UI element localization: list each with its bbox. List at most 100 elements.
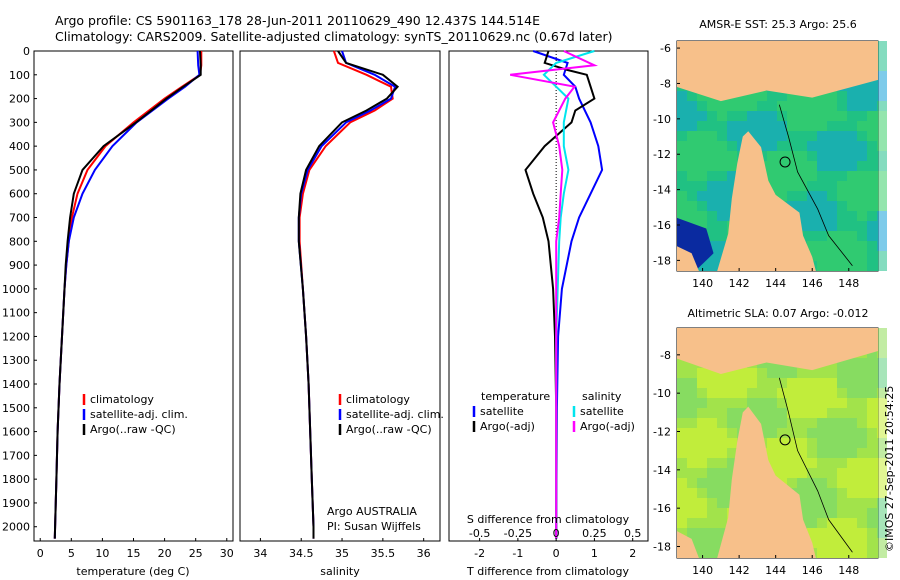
heat-cell bbox=[707, 161, 717, 171]
imos-stamp: ©IMOS 27-Sep-2011 20:54:25 bbox=[883, 386, 896, 552]
heat-cell bbox=[697, 368, 707, 378]
heat-cell bbox=[807, 458, 817, 468]
heat-cell bbox=[857, 181, 867, 191]
heat-cell bbox=[707, 498, 717, 508]
heat-cell bbox=[747, 378, 757, 388]
heat-cell bbox=[767, 378, 777, 388]
heat-cell bbox=[797, 428, 807, 438]
heat-cell bbox=[857, 131, 867, 141]
heat-cell bbox=[817, 121, 827, 131]
heat-cell bbox=[867, 368, 877, 378]
heat-cell bbox=[747, 121, 757, 131]
heat-cell bbox=[807, 518, 817, 528]
series-line-argo bbox=[53, 50, 202, 539]
heat-cell bbox=[777, 191, 787, 201]
x-tick-label: 35 bbox=[335, 547, 349, 560]
sla-map-title: Altimetric SLA: 0.07 Argo: -0.012 bbox=[688, 307, 869, 320]
heat-cell bbox=[707, 151, 717, 161]
heat-cell bbox=[827, 368, 837, 378]
heat-cell bbox=[847, 181, 857, 191]
x-tick-label: 10 bbox=[95, 547, 109, 560]
png-land bbox=[677, 41, 878, 102]
heat-cell bbox=[807, 428, 817, 438]
png-land bbox=[677, 328, 878, 374]
heat-cell bbox=[877, 231, 887, 241]
heat-cell bbox=[677, 478, 687, 488]
heat-cell bbox=[807, 418, 817, 428]
depth-tick-label: 1900 bbox=[2, 497, 30, 510]
heat-cell bbox=[707, 261, 717, 271]
heat-cell bbox=[877, 261, 887, 271]
heat-cell bbox=[867, 131, 877, 141]
depth-tick-label: 800 bbox=[9, 235, 30, 248]
top-x-tick-label: -0.25 bbox=[504, 527, 532, 540]
sst-map-heatmap bbox=[677, 41, 887, 271]
heat-cell bbox=[777, 408, 787, 418]
heat-cell bbox=[747, 398, 757, 408]
heat-cell bbox=[877, 328, 887, 338]
heat-cell bbox=[807, 141, 817, 151]
heat-cell bbox=[787, 408, 797, 418]
depth-tick-label: 1800 bbox=[2, 473, 30, 486]
heat-cell bbox=[827, 418, 837, 428]
heat-cell bbox=[857, 488, 867, 498]
heat-cell bbox=[847, 438, 857, 448]
heat-cell bbox=[847, 508, 857, 518]
heat-cell bbox=[877, 171, 887, 181]
map-y-tick-label: -14 bbox=[653, 184, 671, 197]
heat-cell bbox=[857, 101, 867, 111]
heat-cell bbox=[717, 438, 727, 448]
heat-cell bbox=[677, 378, 687, 388]
heat-cell bbox=[857, 201, 867, 211]
heat-cell bbox=[717, 458, 727, 468]
gulf-land bbox=[677, 246, 699, 271]
heat-cell bbox=[837, 378, 847, 388]
heat-cell bbox=[677, 181, 687, 191]
heat-cell bbox=[697, 498, 707, 508]
heat-cell bbox=[817, 468, 827, 478]
heat-cell bbox=[857, 231, 867, 241]
heat-cell bbox=[857, 538, 867, 548]
heat-cell bbox=[777, 438, 787, 448]
heat-cell bbox=[857, 261, 867, 271]
heat-cell bbox=[797, 458, 807, 468]
heat-cell bbox=[877, 548, 887, 558]
map-y-tick-label: -6 bbox=[660, 42, 671, 55]
heat-cell bbox=[837, 91, 847, 101]
heat-cell bbox=[807, 448, 817, 458]
heat-cell bbox=[837, 548, 847, 558]
heat-cell bbox=[817, 488, 827, 498]
heat-cell bbox=[827, 378, 837, 388]
heat-cell bbox=[827, 91, 837, 101]
heat-cell bbox=[857, 111, 867, 121]
temperature-legend: climatology satellite-adj. clim. Argo(..ra… bbox=[82, 393, 188, 436]
heat-cell bbox=[847, 538, 857, 548]
heat-cell bbox=[697, 378, 707, 388]
sla-map-axes: 140 142 144 146 148 -8 -10 -12 -14 -16 -18 bbox=[653, 349, 859, 577]
heat-cell bbox=[687, 91, 697, 101]
gulf-land bbox=[677, 531, 699, 558]
heat-cell bbox=[837, 201, 847, 211]
heat-cell bbox=[877, 518, 887, 528]
heat-cell bbox=[797, 171, 807, 181]
heat-cell bbox=[847, 101, 857, 111]
heat-cell bbox=[747, 368, 757, 378]
heat-cell bbox=[717, 418, 727, 428]
heat-cell bbox=[797, 161, 807, 171]
heat-cell bbox=[707, 428, 717, 438]
heat-cell bbox=[687, 428, 697, 438]
heat-cell bbox=[727, 398, 737, 408]
heat-cell bbox=[877, 478, 887, 488]
heat-cell bbox=[867, 261, 877, 271]
heat-cell bbox=[787, 388, 797, 398]
heat-cell bbox=[817, 428, 827, 438]
depth-tick-label: 900 bbox=[9, 259, 30, 272]
heat-cell bbox=[697, 538, 707, 548]
heat-cell bbox=[827, 151, 837, 161]
heat-cell bbox=[707, 378, 717, 388]
heat-cell bbox=[697, 151, 707, 161]
heat-cell bbox=[827, 191, 837, 201]
heat-cell bbox=[837, 388, 847, 398]
heat-cell bbox=[697, 548, 707, 558]
heat-cell bbox=[877, 448, 887, 458]
